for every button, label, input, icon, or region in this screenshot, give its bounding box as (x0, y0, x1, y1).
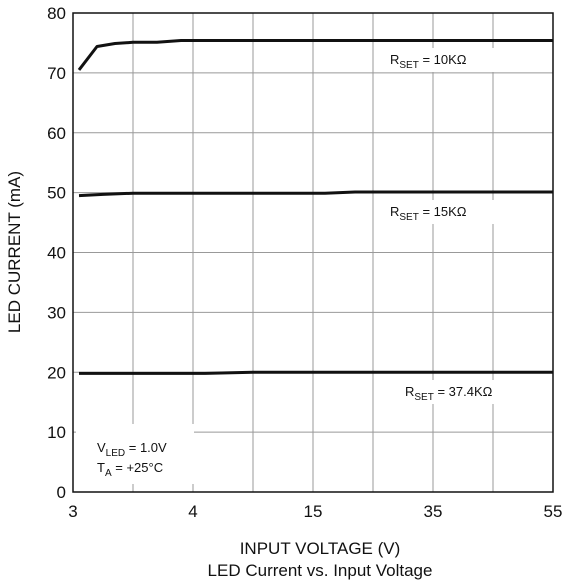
y-tick-label: 50 (47, 184, 66, 203)
series-label-background (387, 200, 499, 224)
tick-layer: 0 10 20 30 40 50 60 70 80 3 4 15 35 55 (47, 4, 562, 521)
y-tick-label: 80 (47, 4, 66, 23)
x-tick-label: 3 (68, 502, 77, 521)
series-label-background (402, 380, 524, 404)
y-tick-label: 40 (47, 244, 66, 263)
y-tick-label: 0 (57, 483, 66, 502)
series-label-2: RSET = 37.4KΩ (405, 384, 493, 403)
plot-frame (72, 12, 554, 493)
y-tick-label: 60 (47, 124, 66, 143)
x-tick-label: 55 (544, 502, 563, 521)
x-tick-label: 15 (304, 502, 323, 521)
series-label-1: RSET = 15KΩ (390, 204, 467, 223)
y-tick-label: 70 (47, 64, 66, 83)
y-tick-label: 30 (47, 303, 66, 322)
annotation-layer: RSET = 10KΩ RSET = 15KΩ RSET = 37.4KΩ VLED … (76, 48, 524, 484)
x-tick-label: 35 (424, 502, 443, 521)
x-axis-title: INPUT VOLTAGE (V) (240, 539, 401, 558)
x-tick-label: 4 (188, 502, 197, 521)
series-label-background (387, 48, 499, 72)
series-label-0: RSET = 10KΩ (390, 52, 467, 71)
y-tick-label: 10 (47, 423, 66, 442)
series-line-0 (77, 39, 553, 71)
condition-1: TA = +25°C (97, 460, 163, 479)
grid-layer (73, 13, 553, 492)
condition-0: VLED = 1.0V (97, 440, 167, 459)
y-axis-title: LED CURRENT (mA) (5, 171, 24, 333)
conditions-background (76, 424, 194, 484)
series-layer (77, 39, 553, 375)
series-line-2 (79, 370, 553, 375)
series-line-1 (78, 190, 553, 198)
y-tick-label: 20 (47, 363, 66, 382)
chart-title: LED Current vs. Input Voltage (208, 561, 433, 580)
